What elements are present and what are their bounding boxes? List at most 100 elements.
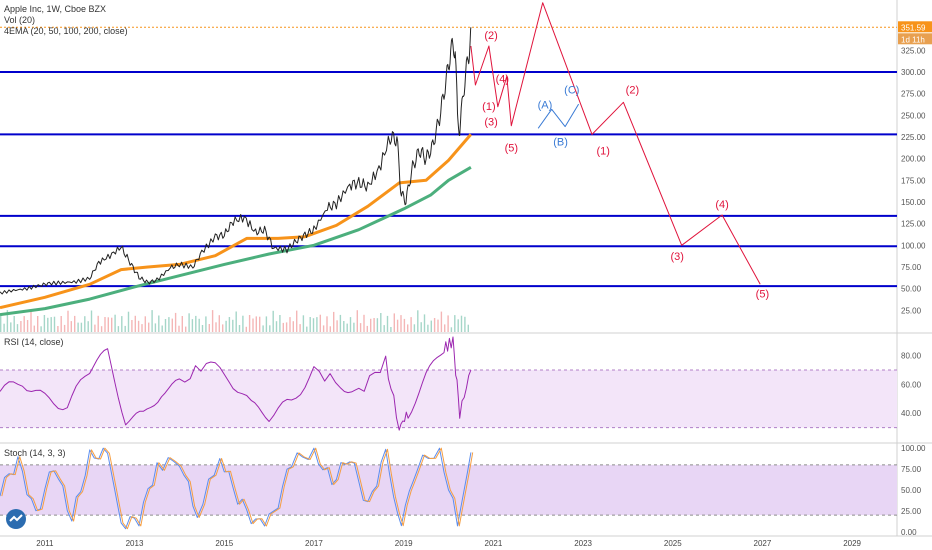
volume-bar — [396, 319, 399, 332]
stoch-d-line — [1, 447, 474, 530]
wave-label: (5) — [505, 143, 518, 155]
time-axis-tick: 2021 — [485, 539, 503, 548]
time-badge-text: 1d 11h — [901, 35, 925, 44]
volume-bar — [336, 320, 338, 332]
price-axis-tick: 75.00 — [901, 263, 922, 272]
volume-bar — [245, 326, 247, 332]
volume-bar — [285, 322, 288, 332]
volume-bar — [228, 317, 231, 332]
volume-bar — [137, 320, 140, 332]
volume-bar — [198, 318, 200, 332]
rsi-axis-tick: 80.00 — [901, 352, 922, 361]
volume-bar — [457, 319, 459, 332]
volume-bar — [343, 321, 345, 332]
volume-bar — [107, 317, 109, 332]
abc-correction-projection — [537, 103, 580, 129]
volume-bar — [289, 317, 291, 332]
volume-bar — [349, 317, 352, 332]
volume-bar — [0, 315, 2, 332]
price-axis-tick: 300.00 — [901, 68, 926, 77]
legend-vol: Vol (20) — [4, 15, 36, 25]
volume-bar — [124, 325, 126, 332]
volume-bar — [420, 322, 422, 332]
volume-bar — [43, 315, 46, 332]
volume-bar — [380, 313, 382, 332]
volume-bar — [454, 315, 456, 332]
legend-ema: 4EMA (20, 50, 100, 200, close) — [4, 26, 128, 36]
time-axis-tick: 2025 — [664, 539, 682, 548]
legend-rsi: RSI (14, close) — [4, 337, 64, 347]
volume-bar — [222, 324, 224, 332]
volume-bar — [90, 310, 93, 332]
price-axis-tick: 150.00 — [901, 198, 926, 207]
wave-label: (B) — [553, 137, 568, 149]
volume-bar — [131, 320, 133, 332]
volume-bar — [97, 315, 99, 332]
tradingview-logo-icon[interactable] — [6, 509, 26, 529]
wave-label: (3) — [484, 117, 497, 129]
volume-bar — [188, 313, 190, 332]
volume-bar — [154, 323, 157, 332]
volume-bar — [232, 319, 234, 332]
volume-bar — [265, 316, 268, 332]
volume-bar — [195, 315, 197, 332]
volume-bar — [272, 310, 274, 332]
volume-bar — [460, 315, 463, 332]
price-badge — [898, 21, 932, 33]
volume-bar — [447, 315, 449, 332]
volume-bar — [407, 324, 409, 332]
volume-bar — [148, 322, 150, 332]
time-axis-tick: 2029 — [843, 539, 861, 548]
volume-bar — [262, 325, 264, 332]
volume-bar — [141, 324, 143, 332]
volume-bar — [299, 324, 301, 332]
volume-bar — [80, 322, 83, 332]
volume-bar — [40, 326, 42, 332]
volume-bar — [13, 316, 15, 332]
volume-bar — [84, 316, 86, 332]
volume-bar — [259, 316, 261, 332]
volume-bar — [282, 322, 284, 332]
volume-bar — [77, 322, 79, 332]
volume-bar — [174, 312, 177, 332]
volume-bar — [312, 318, 315, 332]
volume-bar — [386, 315, 389, 332]
volume-bar — [467, 324, 469, 332]
volume-bar — [205, 316, 207, 332]
price-axis-tick: 100.00 — [901, 241, 926, 250]
volume-bar — [433, 318, 436, 332]
volume-bar — [211, 310, 214, 332]
volume-bar — [3, 323, 5, 332]
volume-bar — [134, 315, 136, 332]
volume-bar — [440, 311, 443, 332]
price-axis-tick: 325.00 — [901, 46, 926, 55]
volume-bar — [346, 323, 348, 332]
volume-bar — [296, 310, 298, 332]
volume-bar — [238, 325, 241, 332]
wave-label: (2) — [484, 30, 497, 42]
volume-bar — [235, 311, 237, 332]
volume-bar — [33, 325, 35, 332]
volume-bar — [373, 318, 375, 332]
ema-fast-line — [0, 133, 473, 310]
volume-bar — [316, 317, 318, 332]
volume-bar — [16, 324, 19, 332]
volume-bar — [322, 325, 325, 332]
stoch-axis-tick: 25.00 — [901, 507, 922, 516]
volume-bar — [10, 322, 12, 332]
volume-bar — [383, 325, 385, 332]
rsi-axis-tick: 40.00 — [901, 409, 922, 418]
wave-label: (A) — [538, 99, 553, 111]
time-axis-tick: 2015 — [215, 539, 233, 548]
volume-bar — [319, 314, 321, 332]
volume-bar — [400, 315, 402, 332]
volume-bar — [430, 320, 432, 332]
rsi-axis-tick: 60.00 — [901, 380, 922, 389]
volume-bar — [23, 316, 25, 332]
volume-bar — [306, 326, 308, 332]
wave-label: (1) — [596, 145, 609, 157]
volume-bar — [114, 314, 116, 332]
volume-bar — [242, 315, 244, 332]
